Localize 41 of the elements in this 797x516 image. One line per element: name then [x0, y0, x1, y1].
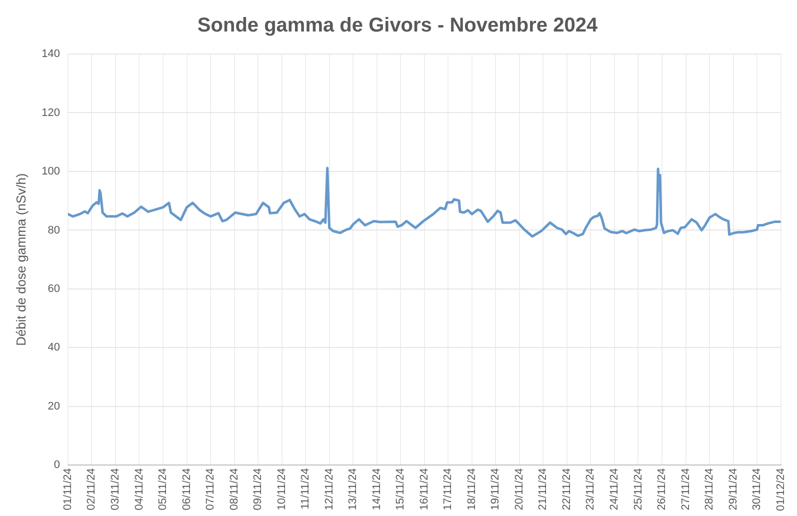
x-tick-label: 11/11/24 [300, 468, 312, 510]
y-tick-label: 140 [42, 48, 60, 60]
x-tick-label: 18/11/24 [466, 468, 478, 510]
x-tick-label: 29/11/24 [727, 468, 740, 510]
y-tick-label: 80 [48, 224, 60, 236]
chart-title: Sonde gamma de Givors - Novembre 2024 [197, 14, 598, 37]
x-tick-label: 23/11/24 [584, 468, 597, 510]
x-tick-label: 28/11/24 [704, 468, 716, 510]
y-tick-label: 0 [54, 459, 60, 472]
x-tick-label: 02/11/24 [86, 468, 98, 510]
y-tick-label: 120 [42, 106, 60, 119]
y-tick-label: 100 [42, 166, 60, 178]
x-tick-label: 05/11/24 [157, 468, 170, 510]
x-tick-label: 17/11/24 [442, 468, 454, 510]
x-tick-label: 08/11/24 [228, 468, 240, 510]
x-tick-label: 07/11/24 [204, 468, 217, 510]
x-tick-label: 14/11/24 [370, 468, 383, 510]
x-tick-label: 16/11/24 [418, 468, 430, 510]
y-tick-label: 40 [48, 342, 60, 354]
y-tick-label: 60 [48, 282, 60, 295]
x-tick-label: 06/11/24 [180, 468, 193, 510]
x-tick-label: 15/11/24 [394, 468, 407, 510]
x-tick-label: 30/11/24 [751, 468, 764, 510]
x-tick-label: 19/11/24 [490, 468, 502, 510]
y-tick-label: 20 [48, 400, 60, 412]
x-tick-label: 10/11/24 [276, 468, 288, 510]
x-tick-label: 26/11/24 [656, 468, 668, 510]
x-tick-label: 13/11/24 [347, 468, 360, 510]
y-axis-title: Débit de dose gamma (nSv/h) [13, 173, 28, 346]
x-tick-label: 21/11/24 [537, 468, 550, 510]
x-tick-label: 20/11/24 [513, 468, 526, 510]
x-tick-label: 09/11/24 [252, 468, 264, 510]
x-tick-label: 12/11/24 [323, 468, 336, 510]
x-tick-label: 22/11/24 [560, 468, 573, 510]
x-tick-label: 03/11/24 [110, 468, 122, 510]
x-tick-label: 27/11/24 [680, 468, 692, 510]
x-tick-label: 01/12/24 [774, 468, 787, 512]
x-tick-label: 01/11/24 [62, 468, 74, 510]
x-tick-label: 24/11/24 [608, 468, 620, 510]
x-tick-label: 04/11/24 [133, 468, 146, 510]
x-tick-label: 25/11/24 [632, 468, 644, 510]
